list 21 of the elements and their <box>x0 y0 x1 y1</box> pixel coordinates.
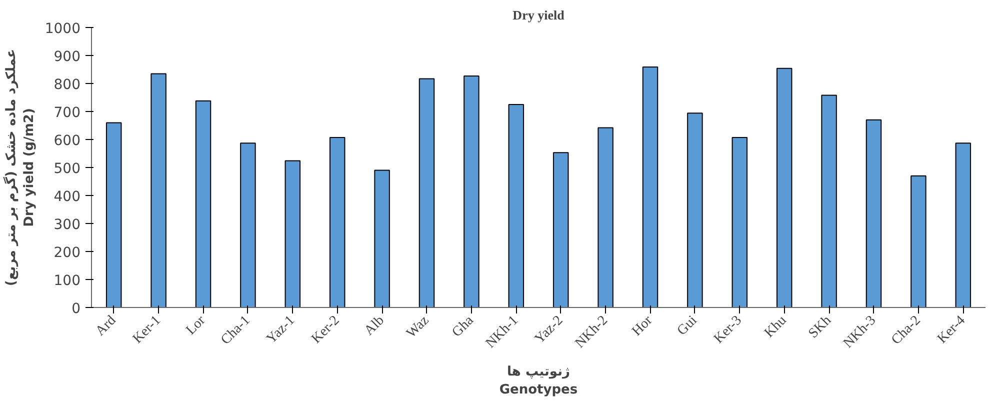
chart-title: Dry yield <box>512 8 566 22</box>
x-tick-label: SKh <box>806 313 834 342</box>
y-tick-label: 900 <box>54 49 81 65</box>
y-tick-label: 700 <box>54 105 81 121</box>
y-tick-label: 200 <box>54 245 81 261</box>
x-tick-label: Lor <box>184 312 209 338</box>
y-tick-label: 0 <box>72 301 81 317</box>
y-tick-label: 400 <box>54 189 81 205</box>
x-tick-label: Gui <box>674 313 700 339</box>
y-tick-label: 100 <box>54 273 81 289</box>
x-tick-label: Waz <box>404 313 432 342</box>
x-tick-label: Alb <box>362 313 388 339</box>
y-tick-label: 800 <box>54 77 81 93</box>
x-tick-label: Gha <box>450 312 478 340</box>
x-tick-label: Khu <box>762 313 790 341</box>
x-tick-label: Ard <box>93 313 120 340</box>
y-tick-label: 1000 <box>44 21 81 37</box>
x-tick-label: Hor <box>630 312 656 340</box>
y-tick-label: 300 <box>54 217 81 233</box>
y-tick-label: 500 <box>54 161 81 177</box>
y-tick-label: 600 <box>54 133 81 149</box>
